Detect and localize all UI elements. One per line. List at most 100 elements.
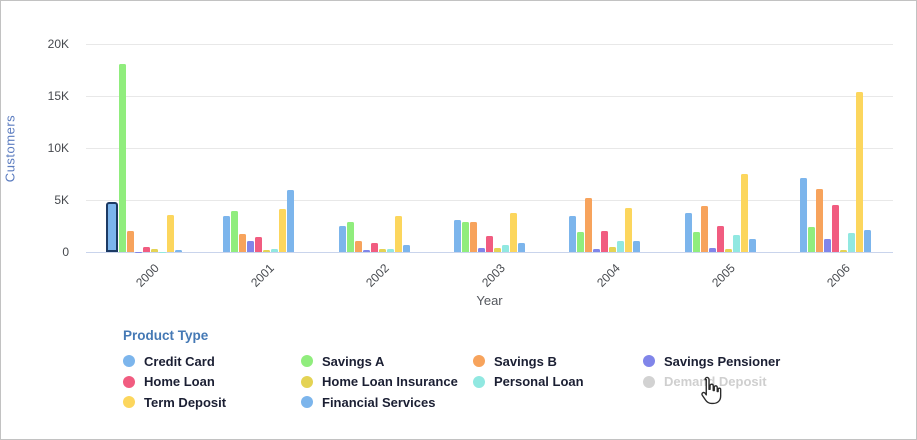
bar-credit-card-2001[interactable] [223, 215, 231, 252]
bar-group-2006 [778, 44, 893, 252]
bar-home-loan-insurance-2000[interactable] [150, 249, 158, 252]
bar-home-loan-insurance-2005[interactable] [724, 248, 732, 252]
bar-personal-loan-2001[interactable] [271, 249, 279, 252]
bar-savings-a-2002[interactable] [346, 221, 354, 252]
bar-term-deposit-2005[interactable] [740, 174, 748, 252]
bar-savings-pensioner-2000[interactable] [134, 251, 142, 252]
legend-item-personal-loan[interactable]: Personal Loan [473, 374, 643, 389]
bar-credit-card-2003[interactable] [453, 219, 461, 252]
legend-item-demand-deposit[interactable]: Demand Deposit [643, 374, 883, 389]
bar-savings-b-2000[interactable] [126, 231, 134, 252]
gridline [86, 148, 893, 149]
x-axis-label-2004: 2004 [593, 261, 623, 290]
bar-group-2003 [432, 44, 547, 252]
bar-personal-loan-2002[interactable] [386, 249, 394, 252]
bar-home-loan-2002[interactable] [370, 242, 378, 252]
bar-savings-b-2004[interactable] [585, 197, 593, 252]
bar-savings-a-2004[interactable] [577, 232, 585, 252]
bar-group-2005 [662, 44, 777, 252]
legend-item-financial-services[interactable]: Financial Services [301, 395, 473, 410]
bar-financial-services-2002[interactable] [402, 245, 410, 252]
legend-color-dot [123, 355, 135, 368]
bar-personal-loan-2000[interactable] [158, 251, 166, 252]
legend-item-credit-card[interactable]: Credit Card [123, 354, 301, 369]
bar-credit-card-2002[interactable] [338, 226, 346, 252]
bar-personal-loan-2005[interactable] [732, 235, 740, 252]
bar-term-deposit-2002[interactable] [394, 215, 402, 252]
bar-home-loan-2000[interactable] [142, 247, 150, 252]
legend-item-label: Credit Card [144, 353, 215, 369]
bar-financial-services-2004[interactable] [633, 241, 641, 252]
legend-color-dot [473, 375, 485, 388]
legend-item-label: Savings B [494, 353, 557, 369]
legend-color-dot [643, 355, 655, 368]
bar-group-2004 [547, 44, 662, 252]
bar-savings-pensioner-2005[interactable] [708, 247, 716, 252]
bar-term-deposit-2004[interactable] [625, 208, 633, 252]
bar-term-deposit-2006[interactable] [855, 91, 863, 252]
bar-credit-card-2005[interactable] [684, 212, 692, 252]
bar-home-loan-insurance-2003[interactable] [493, 248, 501, 252]
bar-credit-card-2004[interactable] [569, 215, 577, 252]
bar-personal-loan-2004[interactable] [617, 241, 625, 252]
x-axis-label-2003: 2003 [478, 261, 508, 290]
legend-item-savings-pensioner[interactable]: Savings Pensioner [643, 354, 883, 369]
x-axis-title: Year [476, 293, 503, 308]
bar-home-loan-2001[interactable] [255, 237, 263, 252]
legend-item-term-deposit[interactable]: Term Deposit [123, 395, 301, 410]
bar-savings-a-2006[interactable] [807, 227, 815, 252]
bar-term-deposit-2000[interactable] [166, 214, 174, 252]
bar-home-loan-insurance-2001[interactable] [263, 249, 271, 252]
bar-savings-a-2003[interactable] [461, 221, 469, 252]
legend-item-savings-b[interactable]: Savings B [473, 354, 643, 369]
bar-savings-b-2005[interactable] [700, 206, 708, 252]
legend-item-label: Savings Pensioner [664, 353, 781, 369]
bar-term-deposit-2001[interactable] [279, 209, 287, 252]
legend-color-dot [123, 396, 135, 409]
legend-color-dot [473, 355, 485, 368]
y-tick-label: 10K [47, 141, 69, 155]
x-axis-label-2000: 2000 [132, 261, 162, 290]
legend-item-home-loan[interactable]: Home Loan [123, 374, 301, 389]
legend-item-label: Personal Loan [494, 374, 584, 390]
legend-color-dot [123, 375, 135, 388]
bar-group-2000 [86, 44, 201, 252]
bar-financial-services-2000[interactable] [174, 249, 182, 252]
legend-item-savings-a[interactable]: Savings A [301, 354, 473, 369]
bar-savings-b-2003[interactable] [469, 222, 477, 252]
bar-financial-services-2001[interactable] [287, 189, 295, 252]
bar-home-loan-2005[interactable] [716, 226, 724, 252]
bar-savings-pensioner-2002[interactable] [362, 249, 370, 252]
bar-savings-a-2005[interactable] [692, 232, 700, 252]
bar-credit-card-2000[interactable] [105, 202, 118, 252]
bar-home-loan-insurance-2006[interactable] [839, 250, 847, 252]
bar-savings-a-2000[interactable] [118, 63, 126, 252]
legend-item-home-loan-insurance[interactable]: Home Loan Insurance [301, 374, 473, 389]
bar-financial-services-2006[interactable] [863, 230, 871, 252]
bar-savings-b-2002[interactable] [354, 240, 362, 252]
bar-financial-services-2005[interactable] [748, 238, 756, 252]
bar-savings-b-2001[interactable] [239, 234, 247, 252]
bar-savings-pensioner-2001[interactable] [247, 240, 255, 252]
x-axis-label-2001: 2001 [248, 261, 277, 290]
legend-title: Product Type [123, 328, 209, 343]
bar-credit-card-2006[interactable] [799, 178, 807, 252]
bar-financial-services-2003[interactable] [517, 242, 525, 252]
y-tick-label: 0 [62, 245, 69, 259]
bar-home-loan-2003[interactable] [485, 236, 493, 252]
bar-savings-a-2001[interactable] [231, 211, 239, 252]
bar-savings-pensioner-2006[interactable] [823, 238, 831, 252]
bar-savings-b-2006[interactable] [815, 188, 823, 252]
bar-savings-pensioner-2004[interactable] [593, 249, 601, 252]
bar-home-loan-insurance-2004[interactable] [609, 247, 617, 252]
legend-items: Credit Card Savings A Savings B Savings Pen… [123, 351, 883, 413]
bar-home-loan-insurance-2002[interactable] [378, 249, 386, 252]
bar-home-loan-2006[interactable] [831, 205, 839, 252]
bar-term-deposit-2003[interactable] [509, 212, 517, 252]
bar-personal-loan-2003[interactable] [501, 244, 509, 252]
legend-item-label: Demand Deposit [664, 374, 767, 390]
bar-personal-loan-2006[interactable] [847, 232, 855, 252]
legend-color-dot [301, 396, 313, 409]
bar-home-loan-2004[interactable] [601, 231, 609, 252]
bar-savings-pensioner-2003[interactable] [477, 248, 485, 252]
